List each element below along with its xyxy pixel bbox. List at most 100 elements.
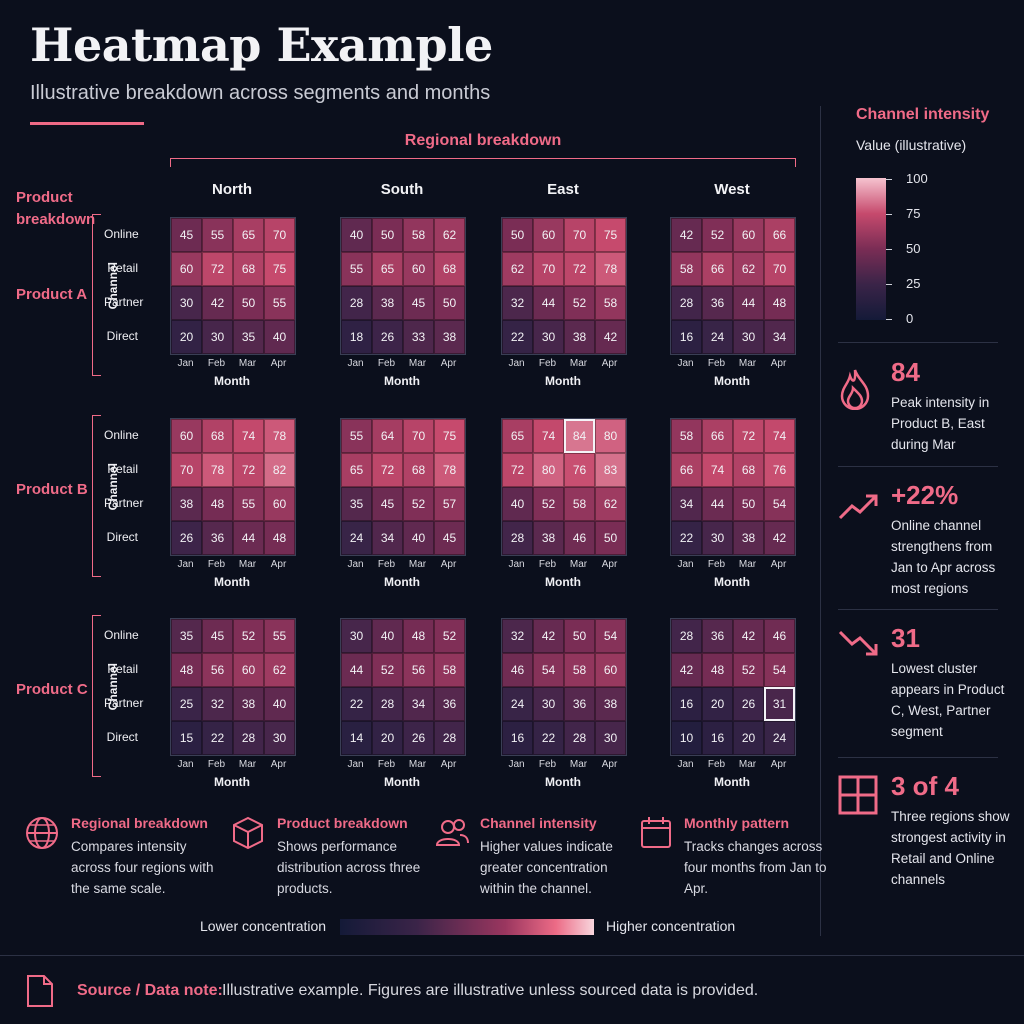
heatmap-cell: 58: [671, 419, 702, 453]
heatmap-cell: 66: [764, 218, 795, 252]
trend-up-icon: [838, 492, 880, 527]
footer-label: Source / Data note:: [77, 982, 223, 999]
channel-label-retail: Retail: [107, 261, 138, 275]
heatmap-cell: 62: [502, 252, 533, 286]
region-label-north: North: [212, 181, 252, 198]
month-tick-label: Apr: [601, 559, 618, 570]
heatmap-cell: 66: [702, 419, 733, 453]
month-tick-label: Feb: [207, 759, 226, 770]
heatmap-cell: 30: [171, 286, 202, 320]
legend-tick-mark: [886, 319, 892, 320]
heatmap-cell: 45: [202, 619, 233, 653]
heatmap-cell: 30: [533, 320, 564, 354]
month-tick-label: Apr: [440, 759, 457, 770]
channel-label-direct: Direct: [106, 530, 138, 544]
heatmap-cell: 56: [202, 653, 233, 687]
heatmap-cell: 62: [733, 252, 764, 286]
heatmap-cell: 52: [733, 653, 764, 687]
gradient-bar: [340, 919, 594, 935]
month-axis-label: Month: [384, 374, 420, 388]
heatmap-cell: 68: [233, 252, 264, 286]
heatmap-cell: 72: [372, 453, 403, 487]
heatmap-cell: 25: [171, 687, 202, 721]
trend-down-icon: [838, 628, 880, 663]
month-tick-row: Jan Feb Mar Apr: [170, 759, 294, 770]
heatmap-cell: 22: [341, 687, 372, 721]
heatmap-cell: 60: [403, 252, 434, 286]
region-label-south: South: [380, 181, 424, 198]
heatmap-cell: 50: [233, 286, 264, 320]
page-subtitle: Illustrative breakdown across segments a…: [30, 82, 491, 104]
month-tick-label: Mar: [408, 759, 427, 770]
month-axis-label: Month: [714, 575, 750, 589]
heatmap-cell: 50: [733, 487, 764, 521]
month-tick-label: Mar: [738, 759, 757, 770]
product-breakdown-header: Product breakdown: [16, 187, 95, 231]
month-tick-label: Jan: [508, 759, 525, 770]
feature-title: Regional breakdown: [71, 815, 208, 831]
heatmap-cell: 46: [764, 619, 795, 653]
gradient-low-label: Lower concentration: [200, 918, 327, 934]
heatmap-cell: 64: [372, 419, 403, 453]
heatmap-cell: 55: [264, 619, 295, 653]
feature-title: Monthly pattern: [684, 815, 789, 831]
month-tick-label: Mar: [408, 559, 427, 570]
heatmap-cell: 50: [434, 286, 465, 320]
heatmap-cell: 30: [202, 320, 233, 354]
heatmap-cell: 58: [671, 252, 702, 286]
heatmap-cell: 48: [403, 619, 434, 653]
heatmap-cell: 42: [671, 653, 702, 687]
heatmap-cell: 15: [171, 721, 202, 755]
heatmap-cell: 55: [264, 286, 295, 320]
heatmap-cell: 55: [341, 419, 372, 453]
feature-text: Tracks changes across four months from J…: [684, 839, 827, 896]
heatmap-cell: 62: [595, 487, 626, 521]
heatmap-cell: 72: [564, 252, 595, 286]
globe-icon: [24, 815, 60, 856]
month-tick-label: Mar: [238, 358, 257, 369]
heatmap-cell: 50: [595, 521, 626, 555]
heatmap-cell: 74: [233, 419, 264, 453]
heatmap-cell: 46: [564, 521, 595, 555]
stat-value: 31: [891, 623, 920, 653]
heatmap-cell: 68: [403, 453, 434, 487]
heatmap-cell: 52: [434, 619, 465, 653]
channel-label-partner: Partner: [104, 295, 144, 309]
stats-separator: [838, 757, 998, 758]
month-tick-row: Jan Feb Mar Apr: [340, 759, 464, 770]
month-tick-row: Jan Feb Mar Apr: [340, 559, 464, 570]
heatmap-cell: 45: [403, 286, 434, 320]
month-tick-label: Feb: [707, 759, 726, 770]
heatmap-cell: 65: [372, 252, 403, 286]
heatmap-cell: 55: [341, 252, 372, 286]
heatmap-cell: 16: [671, 687, 702, 721]
heatmap-cell: 28: [372, 687, 403, 721]
heatmap-cell: 62: [264, 653, 295, 687]
heatmap-cell: 58: [434, 653, 465, 687]
month-tick-row: Jan Feb Mar Apr: [670, 358, 794, 369]
heatmap-cell: 45: [171, 218, 202, 252]
heatmap-cell: 28: [564, 721, 595, 755]
heatmap-cell: 48: [171, 653, 202, 687]
month-tick-label: Feb: [538, 759, 557, 770]
heatmap-cell: 68: [733, 453, 764, 487]
stat-text: Peak intensity in Product B, East during…: [891, 395, 990, 452]
heatmap-cell: 44: [233, 521, 264, 555]
region-label-east: East: [547, 181, 579, 198]
heatmap-cell: 83: [595, 453, 626, 487]
heatmap-cell: 58: [564, 653, 595, 687]
heatmap-grid: 42 52 60 66 58 66 62 70 28 36 44 48 16 24 30 34: [670, 217, 796, 355]
heatmap-cell: 46: [502, 653, 533, 687]
heatmap-cell: 76: [564, 453, 595, 487]
heatmap-cell: 74: [702, 453, 733, 487]
feature-title: Channel intensity: [480, 815, 597, 831]
heatmap-cell: 42: [595, 320, 626, 354]
legend-tick-mark: [886, 249, 892, 250]
legend-color-bar: [856, 178, 886, 320]
heatmap-cell: 32: [202, 687, 233, 721]
heatmap-cell: 16: [671, 320, 702, 354]
heatmap-cell: 38: [434, 320, 465, 354]
gradient-high-label: Higher concentration: [606, 918, 736, 934]
heatmap-cell: 68: [434, 252, 465, 286]
heatmap-cell: 22: [533, 721, 564, 755]
